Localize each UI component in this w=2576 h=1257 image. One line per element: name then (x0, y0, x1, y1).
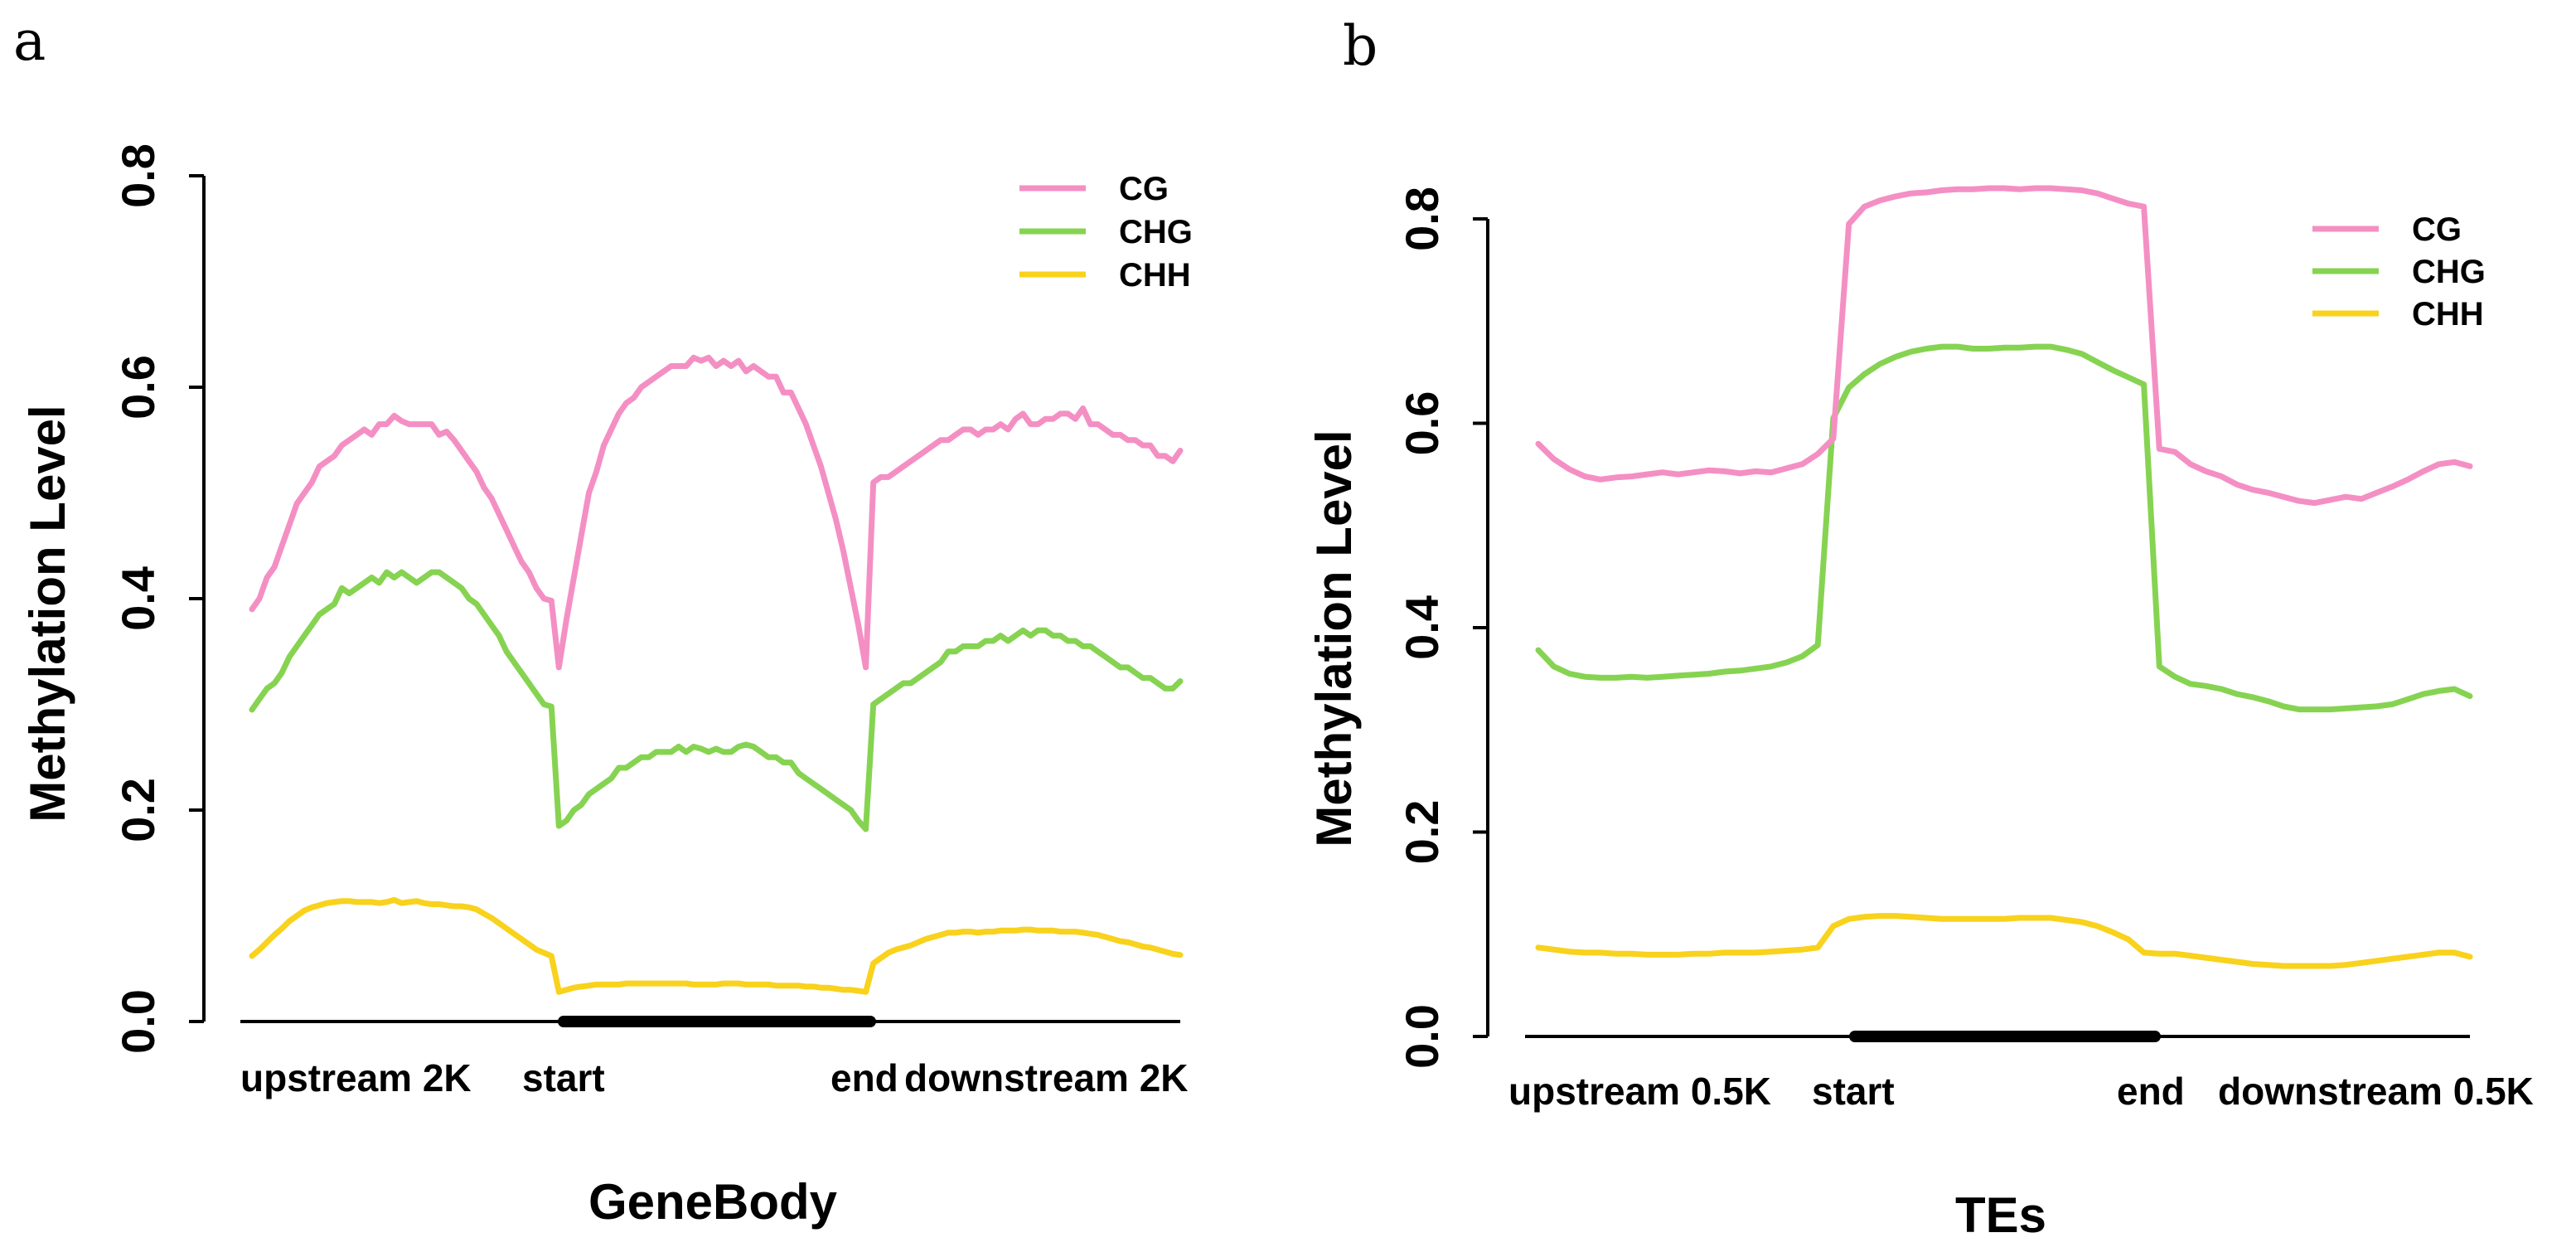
panel-a-legend-label-chg: CHG (1119, 214, 1193, 250)
panel-b-y-tick-label: 0.2 (1396, 800, 1448, 865)
panel-b-line-chh (1535, 913, 2473, 969)
panel-a-y-ticks (189, 174, 204, 1023)
panel-a-legend: CG CHG CHH (1019, 171, 1193, 294)
panel-b-y-tick-label: 0.8 (1396, 187, 1448, 251)
panel-a-y-axis-title: Methylation Level (20, 405, 75, 822)
panel-b-y-tick-labels: 0.0 0.2 0.4 0.6 0.8 (1396, 187, 1448, 1069)
panel-b-x-axis-title: TEs (1955, 1187, 2046, 1243)
panel-a-line-chh (249, 896, 1184, 995)
panel-b-chart: b Methylation Level 0.0 0.2 0.4 0.6 0.8 … (1306, 14, 2534, 1243)
panel-b-series (1535, 185, 2473, 969)
panel-b-y-tick-label: 0.0 (1396, 1004, 1448, 1069)
panel-a-y-tick-label: 0.4 (112, 566, 164, 631)
panel-a-y-tick-label: 0.2 (112, 778, 164, 842)
panel-a-line-cg (249, 354, 1184, 671)
panel-b-y-tick-label: 0.6 (1396, 391, 1448, 456)
panel-a-legend-label-cg: CG (1119, 171, 1169, 207)
panel-a-region-labels: upstream 2K start end downstream 2K (240, 1056, 1189, 1099)
panel-b-label-upstream: upstream 0.5K (1508, 1070, 1771, 1113)
panel-a-letter: a (13, 9, 46, 73)
panel-b-legend-label-cg: CG (2412, 211, 2462, 248)
panel-a-label-upstream: upstream 2K (240, 1056, 472, 1099)
panel-a-legend-label-chh: CHH (1119, 257, 1191, 294)
panel-b-label-start: start (1812, 1070, 1895, 1113)
panel-b-label-downstream: downstream 0.5K (2218, 1070, 2534, 1113)
panel-b-label-end: end (2117, 1070, 2185, 1113)
panel-a-line-chg (249, 569, 1184, 832)
panel-b-letter: b (1343, 14, 1378, 78)
panel-a-label-end: end (830, 1056, 898, 1099)
panel-b-legend: CG CHG CHH (2312, 211, 2486, 332)
panel-a-series (249, 354, 1184, 995)
panel-b-line-cg (1535, 185, 2473, 507)
panel-a-x-axis-title: GeneBody (588, 1174, 838, 1230)
panel-b-region-labels: upstream 0.5K start end downstream 0.5K (1508, 1070, 2534, 1113)
panel-a-label-start: start (522, 1056, 605, 1099)
panel-a-y-tick-label: 0.0 (112, 989, 164, 1054)
panel-b-legend-label-chg: CHG (2412, 254, 2486, 290)
panel-b-y-ticks (1473, 217, 1488, 1038)
panel-a-chart: a Methylation Level 0.0 0.2 0.4 0.6 0.8 … (13, 9, 1193, 1230)
panel-a-y-tick-label: 0.8 (112, 143, 164, 208)
panel-b-y-axis-title: Methylation Level (1306, 430, 1362, 847)
panel-b-line-chg (1535, 343, 2473, 713)
panel-b-y-tick-label: 0.4 (1396, 595, 1448, 660)
panel-b-legend-label-chh: CHH (2412, 296, 2484, 332)
panel-a-label-downstream: downstream 2K (904, 1056, 1189, 1099)
panel-a-y-tick-labels: 0.0 0.2 0.4 0.6 0.8 (112, 143, 164, 1054)
panel-a-y-tick-label: 0.6 (112, 355, 164, 420)
